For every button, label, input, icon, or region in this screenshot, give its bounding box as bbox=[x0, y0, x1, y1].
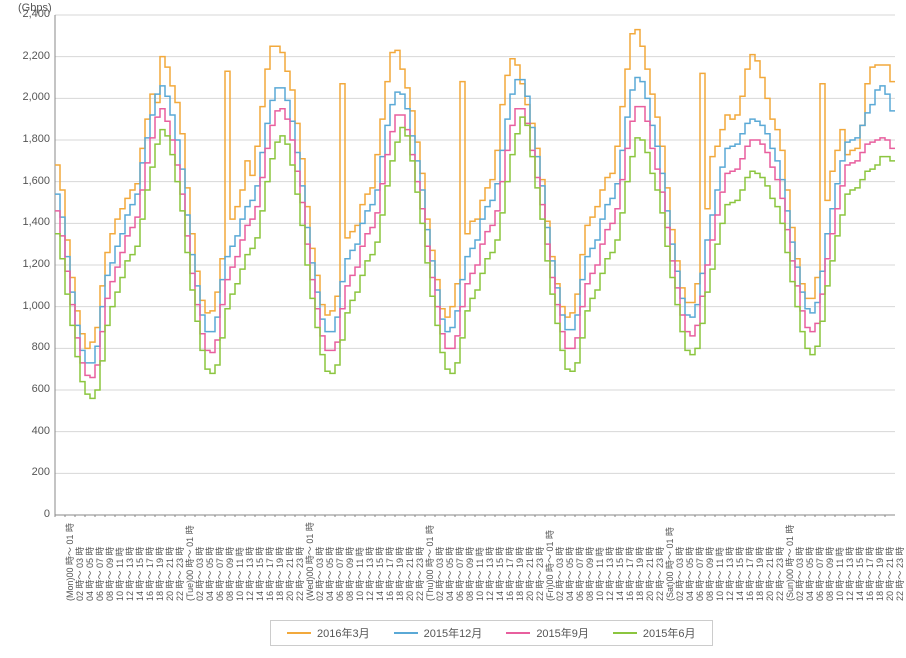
x-tick-label: 22 時～ 23 時 bbox=[893, 546, 906, 601]
legend-swatch bbox=[613, 632, 637, 634]
legend-swatch bbox=[506, 632, 530, 634]
y-tick-label: 1,800 bbox=[10, 133, 50, 145]
y-tick-label: 1,400 bbox=[10, 216, 50, 228]
y-tick-label: 2,200 bbox=[10, 50, 50, 62]
series-line bbox=[55, 30, 895, 349]
legend-label: 2015年12月 bbox=[424, 625, 483, 641]
y-tick-label: 200 bbox=[10, 466, 50, 478]
y-tick-label: 600 bbox=[10, 383, 50, 395]
legend-swatch bbox=[394, 632, 418, 634]
legend-swatch bbox=[287, 632, 311, 634]
y-tick-label: 400 bbox=[10, 425, 50, 437]
y-tick-label: 800 bbox=[10, 341, 50, 353]
legend-label: 2015年6月 bbox=[643, 625, 696, 641]
y-tick-label: 1,000 bbox=[10, 300, 50, 312]
legend-label: 2016年3月 bbox=[317, 625, 370, 641]
plot-area bbox=[0, 0, 906, 517]
y-tick-label: 1,600 bbox=[10, 175, 50, 187]
legend: 2016年3月 2015年12月 2015年9月 2015年6月 bbox=[270, 620, 713, 646]
legend-item: 2016年3月 bbox=[287, 625, 370, 641]
legend-item: 2015年9月 bbox=[506, 625, 589, 641]
y-tick-label: 2,000 bbox=[10, 91, 50, 103]
legend-item: 2015年12月 bbox=[394, 625, 483, 641]
y-tick-label: 0 bbox=[10, 508, 50, 520]
y-tick-label: 2,400 bbox=[10, 8, 50, 20]
y-tick-label: 1,200 bbox=[10, 258, 50, 270]
series-line bbox=[55, 117, 895, 398]
legend-label: 2015年9月 bbox=[536, 625, 589, 641]
legend-item: 2015年6月 bbox=[613, 625, 696, 641]
traffic-chart: (Gbps) 02004006008001,0001,2001,4001,600… bbox=[0, 0, 906, 658]
